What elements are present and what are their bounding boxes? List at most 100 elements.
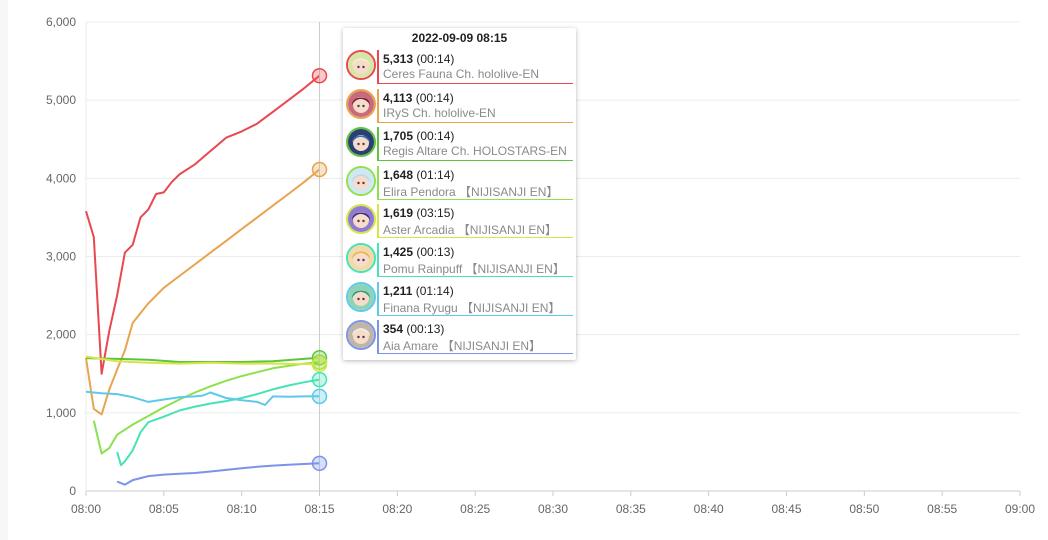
tooltip-series-name: Aster Arcadia 【NIJISANJI EN】 <box>383 223 558 238</box>
series-color-strip <box>377 281 379 316</box>
hover-markers <box>311 67 328 472</box>
tooltip-value: 1,425 <box>383 244 414 259</box>
avatar-aster-arcadia-icon <box>346 204 376 235</box>
x-tick-label: 08:40 <box>694 502 724 516</box>
tooltip-value-line: 1,425 (00:13) <box>383 245 454 259</box>
tooltip-value-line: 4,113 (00:14) <box>383 91 454 105</box>
tooltip-series-name: IRyS Ch. hololive-EN <box>383 105 496 120</box>
tooltip-value-line: 1,648 (01:14) <box>383 168 454 182</box>
avatar-ceres-fauna-icon <box>346 50 376 80</box>
tooltip-time: (01:14) <box>413 167 455 182</box>
x-tick-label: 08:55 <box>927 502 957 516</box>
tooltip-value: 4,113 <box>383 90 413 105</box>
x-tick-label: 08:45 <box>771 502 801 516</box>
tooltip-series-name: Pomu Rainpuff 【NIJISANJI EN】 <box>383 261 565 276</box>
tooltip-time: (00:14) <box>413 129 455 144</box>
series-color-strip <box>377 242 379 277</box>
series-underline <box>379 160 573 162</box>
series-color-strip <box>377 204 379 239</box>
series-color-strip <box>377 127 379 162</box>
series-lines <box>85 74 321 486</box>
x-tick-label: 08:20 <box>382 502 412 516</box>
tooltip-series-name: Finana Ryugu 【NIJISANJI EN】 <box>383 300 561 315</box>
series-underline <box>379 83 573 84</box>
avatar-regis-altare-icon <box>346 127 376 158</box>
tooltip-value-line: 1,619 (03:15) <box>383 206 454 220</box>
x-tick-label: 08:00 <box>71 502 101 516</box>
chart-card: 0 1,000 2,000 3,000 4,000 5,000 6,000 08:00 08:… <box>8 0 1048 540</box>
tooltip-row: 1,211 (01:14) Finana Ryugu 【NIJISANJI EN】 <box>343 280 576 319</box>
tooltip-time: (00:14) <box>413 52 455 66</box>
hover-marker-7[interactable] <box>311 455 328 472</box>
tooltip-row: 1,425 (00:13) Pomu Rainpuff 【NIJISANJI EN… <box>343 241 576 280</box>
y-tick-label: 4,000 <box>46 171 76 185</box>
series-line-0[interactable] <box>85 74 321 375</box>
tooltip-row: 1,619 (03:15) Aster Arcadia 【NIJISANJI EN… <box>343 202 576 241</box>
tooltip-row: 4,113 (00:14) IRyS Ch. hololive-EN <box>343 87 576 126</box>
hover-marker-1[interactable] <box>311 161 328 178</box>
y-tick-label: 0 <box>69 484 76 498</box>
series-underline <box>379 314 573 316</box>
x-tick-label: 09:00 <box>1005 502 1035 516</box>
x-tick-label: 08:30 <box>538 502 568 516</box>
tooltip-value: 1,648 <box>383 167 414 182</box>
tooltip-time: (00:13) <box>403 322 445 337</box>
series-line-1[interactable] <box>85 168 321 416</box>
series-underline <box>379 353 573 355</box>
tooltip-row: 1,705 (00:14) Regis Altare Ch. HOLOSTARS-… <box>343 125 576 164</box>
tooltip-value: 1,211 <box>383 283 413 298</box>
x-tick-label: 08:35 <box>616 502 646 516</box>
y-tick-label: 6,000 <box>46 15 76 29</box>
series-color-strip <box>377 320 379 355</box>
x-axis-tick-labels: 08:00 08:05 08:10 08:15 08:20 08:25 08:30 08:35… <box>71 491 1035 516</box>
series-underline <box>379 198 573 200</box>
tooltip-value-line: 1,705 (00:14) <box>383 129 454 143</box>
y-tick-label: 1,000 <box>46 406 76 420</box>
tooltip-time: (01:14) <box>412 283 454 298</box>
tooltip: 2022-09-09 08:15 5,313 (00:14) Ceres Faun… <box>343 28 576 360</box>
tooltip-row: 5,313 (00:14) Ceres Fauna Ch. hololive-EN <box>343 48 576 87</box>
series-line-7[interactable] <box>116 462 320 486</box>
hover-marker-4[interactable] <box>311 356 328 373</box>
tooltip-row: 1,648 (01:14) Elira Pendora 【NIJISANJI EN… <box>343 164 576 203</box>
tooltip-value: 1,619 <box>383 206 414 221</box>
series-line-3[interactable] <box>92 361 320 455</box>
avatar-pomu-rainpuff-icon <box>346 242 376 273</box>
tooltip-series-name: Elira Pendora 【NIJISANJI EN】 <box>383 184 559 199</box>
hover-marker-6[interactable] <box>311 388 328 405</box>
series-underline <box>379 121 573 123</box>
tooltip-time: (03:15) <box>413 206 455 221</box>
avatar-finana-ryugu-icon <box>346 281 376 312</box>
x-tick-label: 08:10 <box>227 502 257 516</box>
series-underline <box>379 237 573 239</box>
series-line-5[interactable] <box>116 378 320 467</box>
tooltip-value-line: 354 (00:13) <box>383 322 444 336</box>
tooltip-rows: 5,313 (00:14) Ceres Fauna Ch. hololive-EN… <box>343 48 576 357</box>
tooltip-series-name: Regis Altare Ch. HOLOSTARS-EN <box>383 144 567 159</box>
y-tick-label: 3,000 <box>46 250 76 264</box>
y-axis-tick-labels: 0 1,000 2,000 3,000 4,000 5,000 6,000 <box>46 15 76 498</box>
x-tick-label: 08:25 <box>460 502 490 516</box>
tooltip-series-name: Ceres Fauna Ch. hololive-EN <box>383 67 540 81</box>
tooltip-row: 354 (00:13) Aia Amare 【NIJISANJI EN】 <box>343 318 576 357</box>
tooltip-time: (00:14) <box>412 90 454 105</box>
series-underline <box>379 275 573 277</box>
hover-marker-0[interactable] <box>311 67 328 84</box>
tooltip-series-name: Aia Amare 【NIJISANJI EN】 <box>383 339 542 354</box>
tooltip-value: 1,705 <box>383 129 414 144</box>
series-line-4[interactable] <box>85 355 320 366</box>
tooltip-value-line: 5,313 (00:14) <box>383 52 454 66</box>
series-line-6[interactable] <box>85 390 320 406</box>
y-tick-label: 5,000 <box>46 93 76 107</box>
series-color-strip <box>377 88 379 123</box>
series-color-strip <box>377 165 379 200</box>
x-tick-label: 08:15 <box>304 502 334 516</box>
hover-marker-5[interactable] <box>311 371 328 388</box>
y-tick-label: 2,000 <box>46 328 76 342</box>
tooltip-title: 2022-09-09 08:15 <box>411 31 508 45</box>
series-color-strip <box>377 50 379 84</box>
x-tick-label: 08:05 <box>149 502 179 516</box>
tooltip-value: 354 <box>383 322 404 337</box>
avatar-irys-icon <box>346 88 376 119</box>
